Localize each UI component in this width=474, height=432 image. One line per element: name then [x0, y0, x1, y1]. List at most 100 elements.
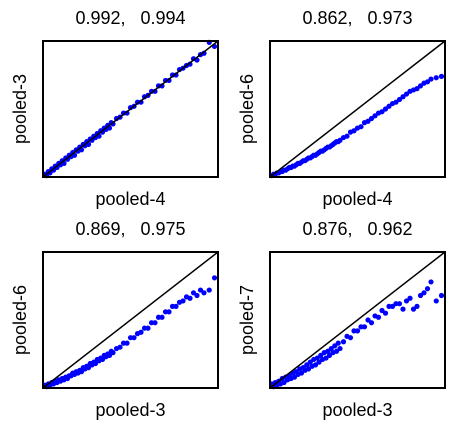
panel-2-data-point [433, 75, 439, 81]
panel-1-y-axis-label: pooled-3 [10, 74, 30, 144]
panel-1-data-point [50, 167, 57, 173]
scatter-panel-3: 0.869, 0.975 pooled-3 pooled-6 [10, 219, 219, 420]
panel-3-data-point [187, 295, 193, 301]
panel-4-data-point [281, 379, 287, 386]
panel-3-data-point [78, 369, 85, 375]
panel-3-data-point [92, 360, 99, 367]
panel-3-x-axis-label: pooled-3 [95, 400, 165, 420]
panel-1-data-point [89, 137, 95, 143]
panel-2-data-point [393, 99, 399, 105]
panel-4-data-point [424, 286, 431, 292]
panel-3-data-point [211, 275, 218, 281]
panel-1-data-point [54, 164, 60, 171]
panel-2-data-point [400, 94, 406, 100]
panel-1-data-point [201, 50, 207, 56]
panel-1-diagonal-line [42, 40, 219, 178]
scatter-panel-4: 0.876, 0.962 pooled-3 pooled-7 [237, 219, 446, 420]
panel-1-data-point [138, 99, 144, 105]
panel-4-data-point [361, 324, 368, 330]
panel-4-data-point [407, 295, 413, 301]
panel-4-data-point [328, 345, 334, 352]
panel-4-data-point [304, 362, 310, 368]
panel-2-data-point [337, 137, 343, 143]
panel-4-data-point [389, 303, 396, 309]
panel-3-data-point [201, 290, 207, 296]
panel-3-plot-area [42, 251, 219, 390]
panel-1-data-point [152, 88, 158, 94]
panel-4-data-point [291, 374, 298, 380]
panel-2-data-point [428, 76, 434, 82]
panel-4-data-point [307, 359, 313, 365]
panel-4-data-point [325, 348, 331, 354]
panel-3-data-point [190, 290, 197, 296]
panel-3-data-point [194, 292, 200, 299]
panel-3-data-point [166, 309, 172, 315]
panel-4-data-point [314, 355, 320, 361]
panel-4-data-point [316, 359, 322, 365]
panel-2-data-point [382, 106, 389, 112]
panel-1-x-axis-label: pooled-4 [95, 189, 165, 209]
panel-3-data-point [173, 303, 179, 309]
panel-2-data-point [438, 73, 445, 79]
panel-1-plot-area [42, 39, 219, 179]
panel-4-data-point [414, 303, 420, 309]
panel-3-data-point [138, 329, 144, 335]
panel-1-data-point [187, 61, 193, 67]
panel-4-data-point [354, 328, 361, 334]
panel-3-data-point [159, 314, 165, 320]
panel-4-data-point [403, 298, 410, 304]
panel-2-data-point [344, 133, 350, 139]
panel-2-y-axis-label: pooled-6 [237, 74, 257, 144]
panel-4-data-point [335, 340, 341, 346]
panel-3-axes-frame [42, 251, 219, 389]
scatter-panel-2: 0.862, 0.973 pooled-4 pooled-6 [237, 8, 446, 209]
panel-4-data-point [337, 345, 343, 352]
panel-1-axes-frame [42, 40, 219, 178]
panel-3-data-point [117, 344, 123, 350]
panel-4-data-point [438, 292, 445, 299]
panel-2-data-point [424, 79, 431, 85]
panel-3-data-point [99, 356, 106, 363]
panel-2-plot-area [269, 40, 446, 179]
panel-4-data-point [396, 301, 403, 307]
panel-3-data-point [110, 350, 116, 356]
panel-2-data-point [368, 115, 375, 122]
panel-2-data-point [414, 86, 420, 92]
panel-4-data-point [340, 339, 347, 345]
panel-2-data-point [396, 96, 403, 103]
panel-2-x-axis-label: pooled-4 [322, 189, 392, 209]
panel-4-diagonal-line [269, 251, 446, 389]
panel-4-data-point [323, 355, 329, 361]
panel-1-data-point [99, 129, 106, 135]
panel-4-data-point [326, 352, 333, 358]
panel-1-data-point [166, 77, 172, 84]
panel-1-title: 0.992, 0.994 [75, 8, 185, 28]
panel-3-y-axis-label: pooled-6 [10, 285, 30, 355]
panel-2-data-point [379, 109, 385, 115]
panel-4-data-point [410, 306, 417, 312]
panel-4-plot-area [269, 251, 446, 390]
panel-4-axes-frame [269, 251, 446, 389]
panel-2-diagonal-line [269, 40, 446, 178]
panel-3-data-point [106, 352, 113, 358]
panel-2-data-point [358, 124, 364, 130]
panel-2-axes-frame [269, 40, 446, 178]
panel-4-y-axis-label: pooled-7 [237, 285, 257, 355]
panel-4-data-point [400, 306, 406, 312]
panel-2-data-point [372, 113, 378, 119]
panel-4-title: 0.876, 0.962 [302, 219, 412, 239]
panel-4-data-point [382, 310, 389, 316]
panel-2-title: 0.862, 0.973 [302, 8, 412, 28]
panel-4-data-point [368, 320, 375, 326]
panel-3-data-point [145, 325, 151, 331]
panel-1-data-point [173, 72, 179, 78]
panel-4-data-point [332, 343, 338, 349]
panel-2-data-point [417, 83, 424, 89]
panel-4-data-point [375, 314, 382, 320]
panel-2-data-point [403, 91, 410, 97]
panel-3-data-point [180, 298, 186, 304]
panel-1-data-point [124, 110, 130, 116]
panel-4-data-point [417, 292, 424, 299]
panel-3-data-point [152, 320, 158, 326]
